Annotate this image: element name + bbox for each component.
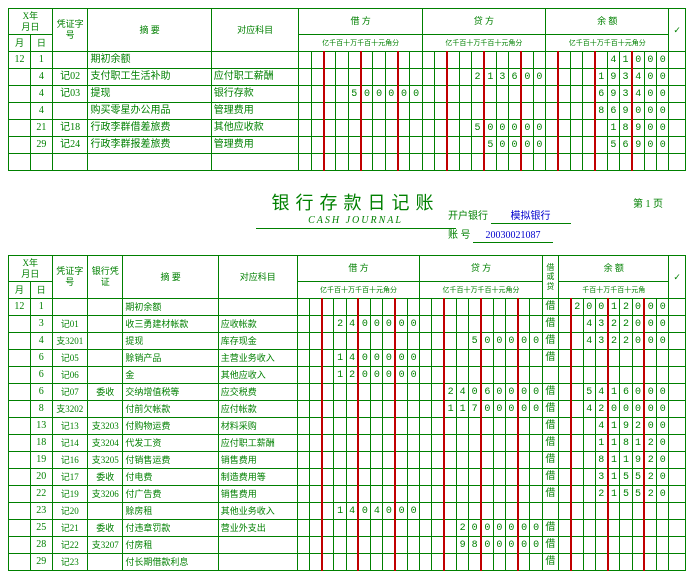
ledger-row: 20记17委收付电费制造费用等借315520 [9, 469, 686, 486]
ledger-row: 6记07委收交纳增值税等应交税费24060000借5416000 [9, 384, 686, 401]
acct-label: 账 号 [448, 230, 471, 242]
ledger-row: 4支3201提现库存现金500000借4322000 [9, 333, 686, 350]
ledger-row: 29记24行政李群报差旅费管理费用5000056900 [9, 137, 686, 154]
ledger-row: 4购买零星办公用品管理费用869000 [9, 103, 686, 120]
journal-subtitle: CASH JOURNAL [256, 215, 456, 229]
ledger-row: 29记23付长期借款利息借 [9, 554, 686, 571]
bottom-ledger: X年月日凭证字号银行凭证摘 要对应科目 借 方贷 方借或贷余 额✓ 月日亿千百十… [8, 255, 686, 571]
page-no: 第 1 页 [448, 199, 663, 211]
ledger-row: 21记18行政李群借差旅费其他应收款50000018900 [9, 120, 686, 137]
ledger-row: 4记03提现银行存款500000693400 [9, 86, 686, 103]
ledger-row: 28记22支3207付房租9800000借 [9, 537, 686, 554]
bank-value: 模拟银行 [491, 211, 571, 224]
ledger-row: 121期初余额借20012000 [9, 299, 686, 316]
ledger-row: 4记02支付职工生活补助应付职工薪酬213600193400 [9, 69, 686, 86]
acct-value: 20030021087 [473, 230, 553, 243]
ledger-row: 25记21委收付违章罚款营业外支出2000000借 [9, 520, 686, 537]
ledger-row: 8支3202付前欠帐款应付帐款11700000借4200000 [9, 401, 686, 418]
ledger-row: 6记05赊销产品主营业务收入1400000借 [9, 350, 686, 367]
ledger-row: 19记16支3205付销售运费销售费用借811920 [9, 452, 686, 469]
ledger-row: 6记06金其他应收入1200000 [9, 367, 686, 384]
bank-label: 开户银行 [448, 211, 488, 223]
ledger-row: 13记13支3203付购物运费材料采购借419200 [9, 418, 686, 435]
ledger-row: 121期初余额41000 [9, 52, 686, 69]
ledger-row: 3记01收三勇建材帐款应收帐款2400000借4322000 [9, 316, 686, 333]
ledger-row: 23记20赊房租其他业务收入1404000 [9, 503, 686, 520]
ledger-row: 18记14支3204代发工资应付职工薪酬借118120 [9, 435, 686, 452]
top-ledger: X年月日凭证字号摘 要对应科目 借 方贷 方余 额✓ 月日亿千百十万千百十元角分… [8, 8, 686, 171]
